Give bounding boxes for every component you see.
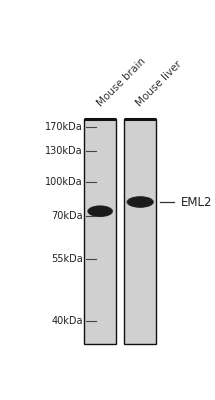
Text: 130kDa: 130kDa — [45, 146, 83, 156]
Ellipse shape — [128, 197, 153, 207]
Ellipse shape — [94, 210, 104, 213]
Ellipse shape — [89, 206, 111, 216]
Text: 70kDa: 70kDa — [51, 211, 83, 221]
Ellipse shape — [94, 209, 105, 213]
Ellipse shape — [130, 197, 152, 207]
Ellipse shape — [90, 207, 109, 215]
Bar — [84, 119, 116, 344]
Ellipse shape — [132, 198, 150, 206]
Ellipse shape — [93, 209, 106, 214]
Ellipse shape — [92, 208, 106, 214]
Text: EML2: EML2 — [181, 196, 212, 208]
Ellipse shape — [88, 206, 112, 217]
Ellipse shape — [90, 207, 110, 216]
Bar — [124, 119, 156, 344]
Ellipse shape — [137, 200, 147, 204]
Ellipse shape — [89, 207, 110, 216]
Text: 100kDa: 100kDa — [45, 177, 83, 187]
Ellipse shape — [130, 198, 151, 206]
Ellipse shape — [131, 198, 151, 206]
Ellipse shape — [133, 199, 150, 205]
Ellipse shape — [88, 206, 112, 216]
Ellipse shape — [91, 208, 108, 215]
Ellipse shape — [134, 199, 149, 205]
Ellipse shape — [87, 205, 113, 217]
Ellipse shape — [129, 197, 152, 207]
Ellipse shape — [127, 196, 154, 208]
Ellipse shape — [92, 208, 107, 214]
Text: Mouse brain: Mouse brain — [96, 56, 148, 108]
Ellipse shape — [91, 208, 108, 214]
Text: 170kDa: 170kDa — [45, 122, 83, 132]
Text: 55kDa: 55kDa — [51, 254, 83, 264]
Text: 40kDa: 40kDa — [51, 316, 83, 326]
Ellipse shape — [135, 200, 149, 204]
Ellipse shape — [126, 196, 154, 208]
Ellipse shape — [134, 199, 149, 205]
Text: Mouse liver: Mouse liver — [134, 59, 183, 108]
Ellipse shape — [136, 200, 148, 204]
